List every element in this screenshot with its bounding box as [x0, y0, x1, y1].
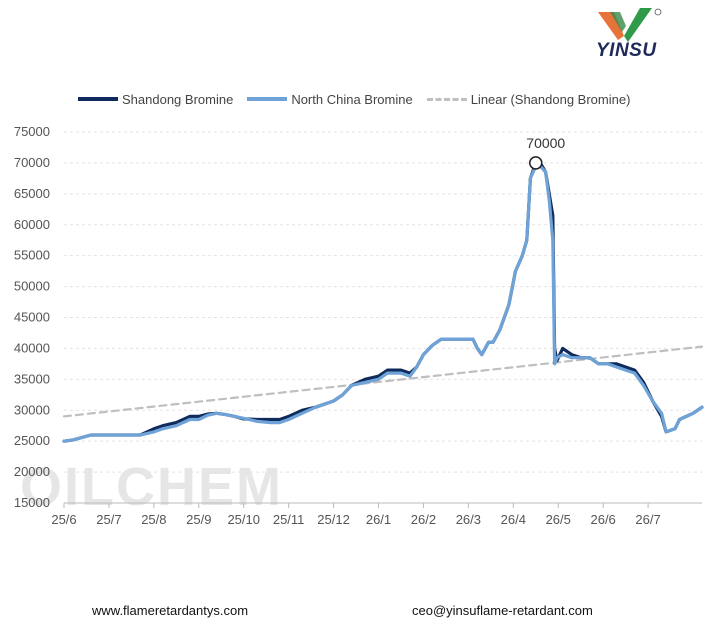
x-tick-label: 25/6	[51, 512, 76, 527]
legend-item-north-china: North China Bromine	[247, 91, 413, 107]
x-tick-label: 26/5	[546, 512, 571, 527]
annotation-layer: 70000	[526, 135, 565, 170]
x-tick-label: 26/1	[366, 512, 391, 527]
x-tick-label: 25/10	[227, 512, 260, 527]
y-tick-label: 25000	[14, 433, 50, 448]
legend-swatch-north-china	[247, 97, 288, 101]
logo-text: YINSU	[596, 40, 657, 61]
y-tick-label: 15000	[14, 495, 50, 510]
y-tick-label: 50000	[14, 279, 50, 294]
x-tick-label: 25/9	[186, 512, 211, 527]
x-tick-label: 26/7	[635, 512, 660, 527]
x-tick-label: 25/8	[141, 512, 166, 527]
legend-swatch-shandong	[78, 97, 118, 101]
y-tick-label: 30000	[14, 402, 50, 417]
legend-label-north-china: North China Bromine	[291, 91, 413, 107]
x-tick-label: 26/2	[411, 512, 436, 527]
y-tick-label: 65000	[14, 186, 50, 201]
y-tick-label: 35000	[14, 371, 50, 386]
grid-layer	[64, 131, 702, 504]
footer-website[interactable]: www.flameretardantys.com	[92, 603, 249, 618]
legend-item-shandong: Shandong Bromine	[78, 92, 233, 107]
x-axis: 25/6 25/7 25/8 25/9 25/10 25/11 25/12 26/1 26/2 2…	[51, 502, 702, 527]
bromine-price-chart: 15000 20000 25000 30000 35000 40000 45000 50000…	[14, 124, 704, 527]
x-tick-label: 25/11	[273, 512, 305, 527]
y-axis: 15000 20000 25000 30000 35000 40000 45000 50000…	[14, 124, 50, 510]
y-tick-label: 40000	[14, 340, 50, 355]
series-line-north-china	[62, 164, 704, 443]
chart-legend: Shandong Bromine North China Bromine Lin…	[78, 90, 644, 108]
x-tick-label: 26/3	[456, 512, 481, 527]
y-tick-label: 70000	[14, 155, 50, 170]
y-tick-label: 55000	[14, 248, 50, 263]
x-tick-label: 25/12	[317, 512, 350, 527]
x-tick-label: 26/4	[501, 512, 526, 527]
yinsu-logo-icon	[588, 6, 674, 66]
footer-email[interactable]: ceo@yinsuflame-retardant.com	[412, 603, 593, 618]
peak-label: 70000	[526, 135, 565, 151]
x-tick-label: 25/7	[96, 512, 121, 527]
legend-swatch-linear	[426, 97, 467, 101]
series-line-linear-trend	[62, 345, 704, 418]
y-tick-label: 45000	[14, 310, 50, 325]
y-tick-label: 20000	[14, 464, 50, 479]
series-line-shandong	[62, 161, 704, 443]
legend-item-linear: Linear (Shandong Bromine)	[426, 91, 631, 107]
x-tick-label: 26/6	[590, 512, 615, 527]
y-tick-label: 75000	[14, 124, 50, 139]
y-tick-label: 60000	[14, 217, 50, 232]
series-layer	[62, 161, 704, 443]
legend-label-linear: Linear (Shandong Bromine)	[470, 91, 631, 107]
peak-marker	[529, 156, 543, 170]
legend-label-shandong: Shandong Bromine	[122, 91, 234, 107]
